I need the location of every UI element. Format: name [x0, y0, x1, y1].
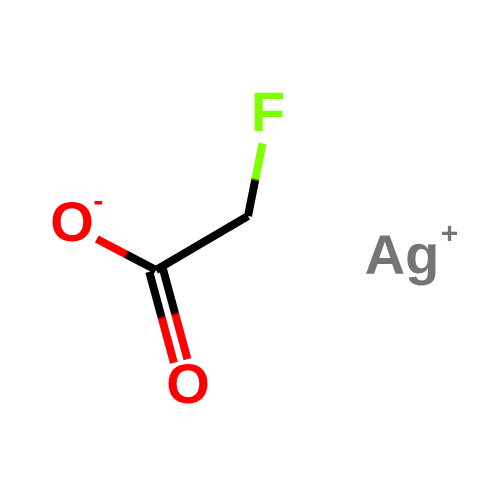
charge-O1: -: [93, 184, 103, 217]
charge-Ag: +: [441, 217, 459, 250]
bond-C1-C2: [156, 216, 248, 270]
atom-O1: O: [50, 190, 94, 253]
bond-C1-O1: [97, 239, 156, 270]
molecule-canvas: FO-OAg+: [0, 0, 500, 500]
bond-C2-F: [248, 143, 263, 216]
atom-Ag: Ag: [365, 223, 440, 286]
atom-O2: O: [166, 352, 210, 415]
atom-F: F: [251, 80, 285, 143]
